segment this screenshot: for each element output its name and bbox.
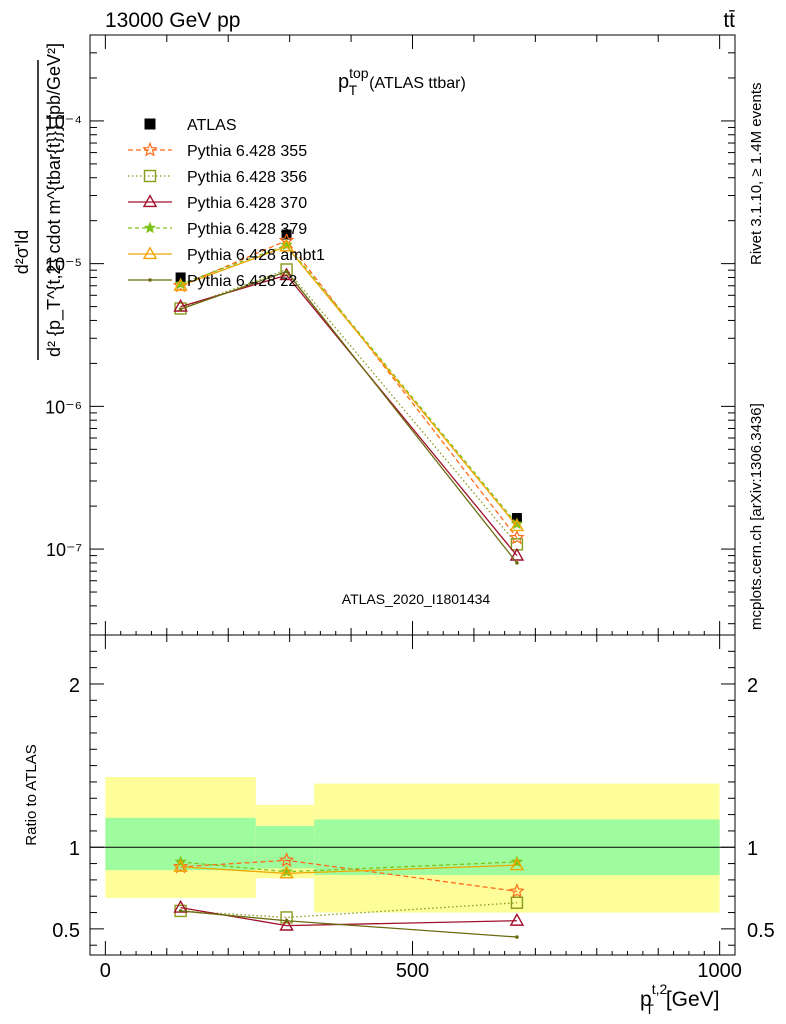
ratio-point-ambt1 [173, 859, 188, 872]
legend-label-p355: Pythia 6.428 355 [187, 143, 307, 160]
main-panel: 10⁻⁷ 10⁻⁶ 10⁻⁵ 10⁻⁴ ptop T (ATLAS ttbar) ATLA… [12, 34, 736, 636]
main-line-p356 [180, 268, 518, 545]
plot-title: ptop T (ATLAS ttbar) [338, 65, 466, 98]
xaxis-label: pt,2 T [GeV] [640, 981, 720, 1017]
main-ylabel-denominator: d² {p_T^{t,2} cdot m^{tbar{t}}} [pb/GeV²… [44, 43, 65, 357]
ratio-panel: 0.5 0.5 1 1 2 2 0 500 1000 Ratio to ATLAS pt,2 T[… [23, 634, 775, 1017]
main-point-ambt1 [509, 518, 525, 532]
ratio-point-ambt1 [279, 865, 294, 879]
process-label: tt̄ [723, 9, 735, 32]
main-point-ambt1 [279, 238, 294, 252]
main-point-ambt1 [173, 277, 188, 291]
main-point-z2 [178, 307, 183, 311]
ratio-series-p356 [174, 896, 524, 924]
legend-marker-z2 [148, 278, 152, 282]
main-point-p379 [174, 277, 187, 290]
main-ytick-label: 10⁻⁶ [45, 397, 82, 417]
ratio-point-p356 [280, 911, 293, 924]
rivet-label: Rivet 3.1.10, ≥ 1.4M events [748, 83, 765, 266]
ratio-point-z2 [515, 935, 519, 939]
legend: ATLAS Pythia 6.428 355 Pythia 6.428 356 Pyt… [128, 117, 325, 290]
main-point-p355 [509, 529, 525, 545]
main-point-z2 [284, 269, 289, 274]
ratio-ytick-label-right: 1 [747, 838, 758, 860]
legend-marker-p356 [143, 169, 157, 183]
legend-marker-p370 [142, 194, 158, 208]
ratio-bands [105, 777, 720, 913]
main-point-p370 [279, 267, 294, 281]
ratio-ytick-label-right: 2 [747, 675, 758, 697]
ratio-ytick-label-right: 0.5 [747, 920, 775, 942]
main-series-z2 [178, 269, 519, 565]
analysis-label: ATLAS_2020_I1801434 [342, 591, 491, 607]
ratio-series-z2 [178, 909, 519, 939]
legend-marker-p379 [143, 221, 157, 234]
ratio-ytick-label: 1 [69, 838, 80, 860]
main-series-p370 [173, 267, 525, 561]
ratio-ytick-label: 0.5 [52, 920, 80, 942]
legend-label-p356: Pythia 6.428 356 [187, 169, 307, 186]
main-point-p370 [509, 547, 525, 561]
legend-label-p379: Pythia 6.428 379 [187, 221, 307, 238]
legend-label-ATLAS: ATLAS [187, 117, 237, 134]
main-point-p356 [174, 302, 187, 315]
main-ticks: 10⁻⁷ 10⁻⁶ 10⁻⁵ 10⁻⁴ [45, 34, 735, 635]
xtick-label: 1000 [697, 960, 742, 982]
ratio-point-p356 [510, 896, 524, 909]
main-point-z2 [515, 561, 519, 565]
mcplots-label: mcplots.cern.ch [arXiv:1306.3436] [748, 403, 765, 630]
main-ytick-label: 10⁻⁴ [45, 112, 82, 132]
main-series-ambt1 [173, 238, 525, 532]
main-series-group [172, 229, 525, 565]
xtick-label: 0 [100, 960, 111, 982]
ratio-point-z2 [178, 909, 183, 913]
ratio-series-ambt1 [173, 857, 525, 879]
ratio-point-p355 [278, 852, 295, 867]
main-ytick-label: 10⁻⁵ [45, 255, 82, 275]
ratio-frame [89, 634, 736, 956]
ratio-ticks: 0.5 0.5 1 1 2 2 0 500 1000 [52, 635, 775, 982]
legend-marker-ATLAS [144, 118, 156, 130]
legend-label-z2: Pythia 6.428 z2 [187, 273, 297, 290]
ratio-point-ambt1 [509, 857, 525, 871]
main-line-p370 [180, 274, 518, 557]
ratio-ylabel: Ratio to ATLAS [23, 744, 40, 845]
xtick-label: 500 [396, 960, 429, 982]
ratio-point-p370 [279, 917, 294, 931]
ratio-point-p355 [509, 883, 525, 898]
collision-label: 13000 GeV pp [105, 9, 240, 32]
main-point-p370 [173, 298, 188, 312]
main-ylabel-numerator: d²σ'ld [12, 230, 32, 275]
main-series-p356 [174, 263, 524, 551]
ratio-line-p356 [180, 902, 517, 919]
legend-marker-p355 [142, 141, 158, 157]
legend-marker-ambt1 [142, 246, 158, 260]
main-line-z2 [180, 270, 518, 564]
main-line-ambt1 [180, 245, 518, 527]
ratio-line-ambt1 [180, 864, 517, 875]
main-point-ATLAS [175, 272, 186, 283]
legend-label-p370: Pythia 6.428 370 [187, 195, 307, 212]
ratio-point-p355 [172, 858, 189, 874]
main-ytick-label: 10⁻⁷ [46, 540, 82, 560]
ratio-ytick-label: 2 [69, 675, 80, 697]
ratio-point-p370 [509, 912, 525, 926]
ratio-series-group [172, 852, 525, 939]
ratio-point-z2 [284, 918, 289, 923]
legend-label-ambt1: Pythia 6.428 ambt1 [187, 247, 325, 264]
